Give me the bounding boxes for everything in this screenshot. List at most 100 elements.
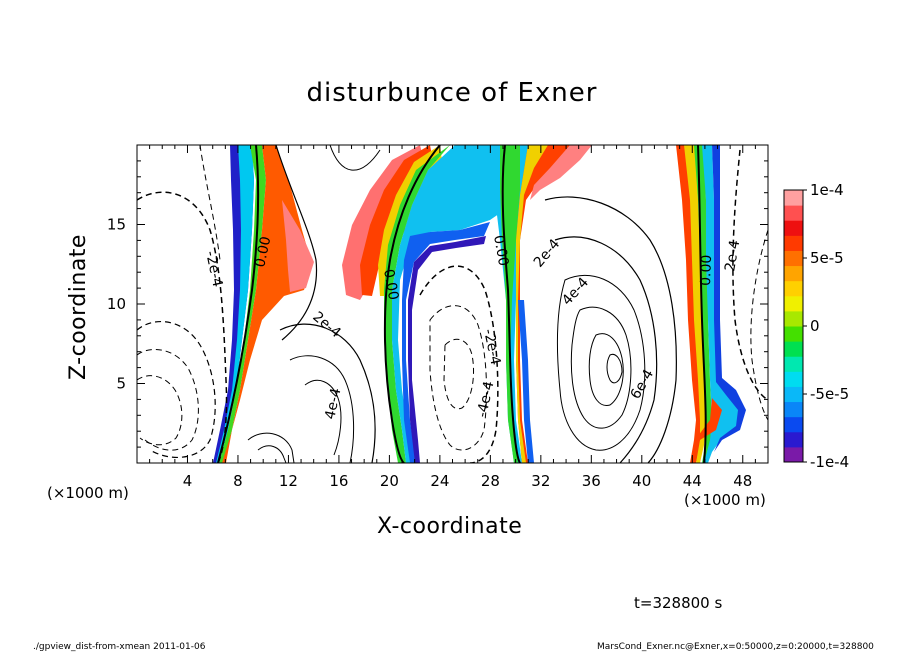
contour-label: 0.00: [252, 235, 274, 269]
x-axis: 4 8 12 16 20 24 28 32 36 40 44 48: [149, 145, 756, 490]
colorbar-swatch: [784, 371, 803, 387]
colorbar-swatch: [784, 280, 803, 297]
contour-positive: [304, 380, 342, 456]
colorbar-swatch: [784, 220, 803, 236]
y-tick-label: 10: [107, 295, 126, 313]
contour-positive: [556, 275, 646, 451]
contour-negative: [137, 375, 183, 446]
x-tick-label: 32: [531, 472, 550, 490]
shade-band-cyan: [392, 145, 528, 463]
contour-lines: [137, 145, 768, 463]
colorbar-swatch: [784, 431, 803, 448]
colorbar-tick-label: -5e-5: [810, 385, 849, 403]
colorbar-swatch: [784, 356, 803, 372]
contour-negative: [199, 145, 221, 261]
x-tick-label: 28: [481, 472, 500, 490]
shade-band-green: [219, 145, 266, 463]
colorbar-swatch: [784, 341, 803, 357]
x-tick-label: 44: [683, 472, 702, 490]
colorbar: 1e-4 5e-5 0 -5e-5 -1e-4: [783, 181, 849, 471]
shade-band-positive: [694, 398, 722, 454]
shade-band-yellow: [684, 145, 706, 463]
contour-positive: [570, 306, 632, 429]
y-tick-label: 5: [116, 375, 126, 393]
colorbar-swatch: [784, 250, 803, 267]
shade-band-green: [694, 145, 712, 463]
contour-label: 0.00: [380, 268, 401, 301]
shade-band-cyan: [702, 145, 742, 463]
contour-positive: [588, 333, 624, 407]
contour-label: -4e-4: [474, 380, 497, 419]
shade-band-positive: [676, 145, 702, 463]
contour-negative: [419, 265, 499, 463]
x-tick-label: 48: [733, 472, 752, 490]
footer-script-name: ./gpview_dist-from-xmean 2011-01-06: [33, 642, 206, 652]
shade-band-blue: [712, 145, 746, 452]
shade-band-blue: [402, 222, 490, 463]
colorbar-tick-label: -1e-4: [810, 453, 849, 471]
contour-label: -2e-4: [202, 250, 225, 289]
contour-negative: [750, 229, 768, 421]
chart-title: disturbunce of Exner: [306, 78, 598, 108]
shade-band-blue: [518, 300, 534, 463]
shade-band-cyan: [216, 145, 254, 463]
colorbar-swatch: [784, 235, 803, 251]
contour-positive: [279, 323, 376, 463]
contour-zero: [697, 145, 707, 463]
contour-negative: [732, 149, 768, 401]
x-tick-label: 36: [582, 472, 601, 490]
contour-negative: [429, 305, 487, 451]
colorbar-swatch: [784, 265, 803, 282]
contour-label: 0.00: [698, 254, 715, 286]
colorbar-tick-label: 0: [810, 317, 820, 335]
shade-band-pink: [282, 200, 314, 292]
contour-positive: [247, 432, 295, 463]
shade-band-pink: [530, 145, 592, 200]
colorbar-swatch: [784, 310, 803, 327]
x-unit-label-left: (×1000 m): [47, 484, 129, 502]
x-tick-label: 20: [380, 472, 399, 490]
colorbar-swatch: [784, 416, 803, 433]
x-axis-label: X-coordinate: [377, 514, 523, 539]
x-tick-label: 40: [632, 472, 651, 490]
time-label: t=328800 s: [634, 594, 723, 612]
x-unit-label-right: (×1000 m): [684, 491, 766, 509]
contour-label: 4e-4: [322, 387, 344, 421]
contour-positive: [329, 145, 381, 171]
contour-zero: [383, 145, 441, 463]
colorbar-swatch: [784, 401, 803, 418]
footer-source-info: MarsCond_Exner.nc@Exner,x=0:50000,z=0:20…: [597, 642, 874, 652]
shaded-field: [213, 145, 746, 463]
y-tick-label: 15: [107, 216, 126, 234]
colorbar-swatch: [784, 386, 803, 403]
x-tick-label: 12: [279, 472, 298, 490]
shade-band-yellow: [516, 145, 548, 463]
contour-negative: [137, 191, 228, 463]
colorbar-swatch: [784, 205, 803, 221]
shade-band-violet: [408, 236, 486, 463]
x-tick-label: 24: [430, 472, 449, 490]
colorbar-swatch: [784, 295, 803, 312]
contour-label: -2e-4: [480, 328, 503, 367]
contour-zero: [501, 145, 521, 463]
x-tick-label: 8: [233, 472, 243, 490]
shade-band-green: [384, 145, 450, 463]
contour-negative: [137, 348, 199, 451]
contour-positive: [606, 353, 623, 384]
contour-zero: [217, 145, 260, 463]
shade-band-green: [500, 145, 520, 463]
colorbar-swatch: [784, 326, 803, 342]
colorbar-tick-label: 1e-4: [810, 181, 844, 199]
contour-label: 0.00: [490, 234, 511, 267]
contour-positive: [275, 145, 318, 341]
colorbar-swatch: [784, 190, 803, 206]
contour-positive: [289, 355, 355, 463]
contour-positive: [544, 196, 677, 463]
contour-positive: [554, 236, 658, 463]
colorbar-tick-label: 5e-5: [810, 249, 844, 267]
x-tick-label: 16: [329, 472, 348, 490]
x-tick-label: 4: [183, 472, 193, 490]
contour-positive: [257, 445, 287, 463]
y-axis: 5 10 15: [107, 160, 768, 448]
